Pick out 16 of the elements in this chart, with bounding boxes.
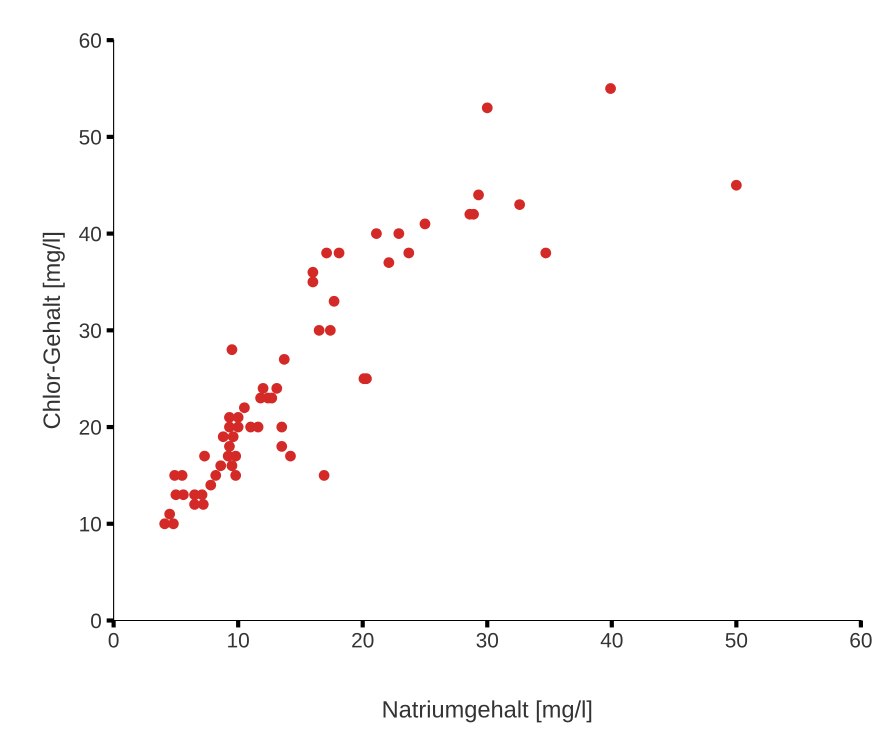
y-tick-label: 60 xyxy=(80,33,101,48)
x-tick-label: 0 xyxy=(108,632,119,648)
y-tick-label: 20 xyxy=(80,420,101,435)
y-tick-label: 10 xyxy=(80,516,101,532)
x-tick-label: 50 xyxy=(726,632,748,648)
y-tick-label: 50 xyxy=(79,130,101,145)
x-axis-title: Natriumgehalt [mg/l] xyxy=(384,700,592,722)
y-tick-label: 0 xyxy=(91,614,101,628)
y-axis-title: Chlor-Gehalt [mg/l] xyxy=(42,232,65,428)
y-tick-label: 40 xyxy=(79,226,101,242)
x-tick-label: 20 xyxy=(352,632,374,648)
x-tick-label: 10 xyxy=(228,632,249,648)
x-tick-label: 40 xyxy=(600,632,623,648)
x-tick-label: 30 xyxy=(476,632,498,648)
x-tick-label: 60 xyxy=(850,632,872,648)
y-tick-label: 30 xyxy=(79,323,101,338)
